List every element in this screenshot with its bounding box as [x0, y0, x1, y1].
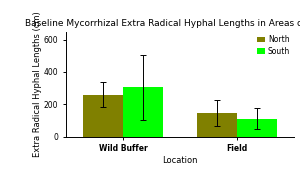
- Bar: [197, 113, 237, 136]
- Bar: [237, 119, 277, 136]
- Text: Baseline Mycorrhizal Extra Radical Hyphal Lengths in Areas of Farm: Baseline Mycorrhizal Extra Radical Hypha…: [25, 19, 300, 28]
- Bar: [83, 94, 123, 136]
- Legend: North, South: North, South: [257, 35, 290, 56]
- X-axis label: Location: Location: [162, 156, 198, 165]
- Bar: [123, 87, 163, 136]
- Y-axis label: Extra Radical Hyphal Lengths (cm): Extra Radical Hyphal Lengths (cm): [33, 11, 42, 157]
